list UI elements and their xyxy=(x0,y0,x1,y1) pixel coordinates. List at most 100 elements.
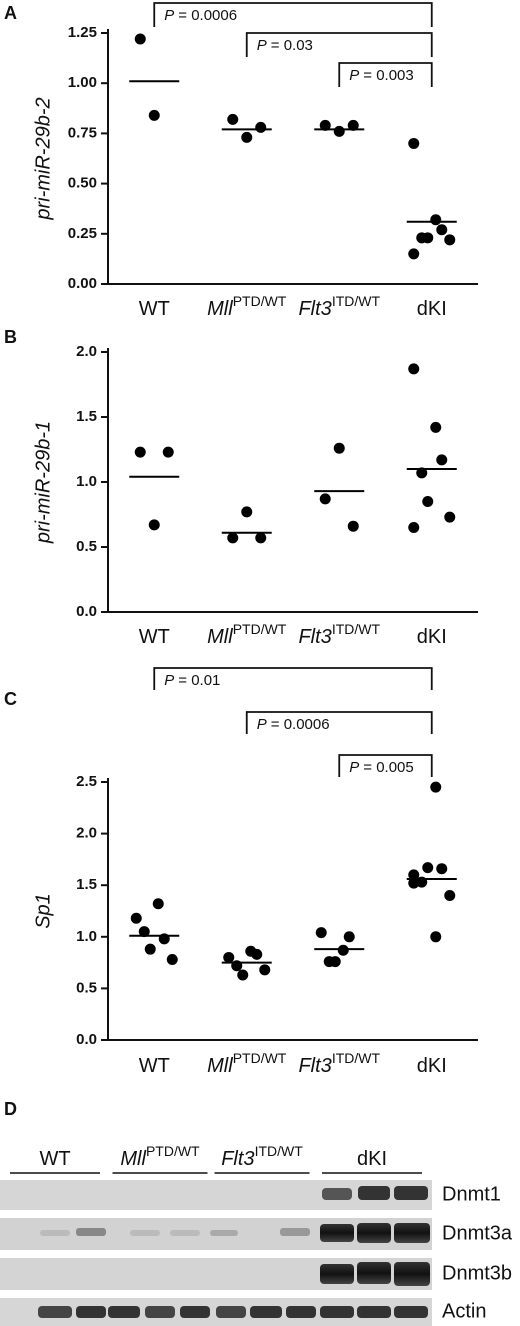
category-label: Flt3ITD/WT xyxy=(221,1143,303,1171)
y-tick-label: 2.5 xyxy=(76,773,97,790)
data-point xyxy=(430,421,442,433)
data-point xyxy=(436,863,448,875)
data-point xyxy=(241,506,253,518)
band-label: Dnmt3a xyxy=(442,1222,513,1244)
label-part: = 0.003 xyxy=(363,67,413,84)
data-point xyxy=(162,446,174,458)
label-part: PTD/WT xyxy=(233,293,287,309)
panel-letter: C xyxy=(4,689,17,709)
label-part: WT xyxy=(139,626,170,648)
y-tick-label: 0.00 xyxy=(68,275,97,292)
label-part: P xyxy=(164,672,174,689)
label-part: dKI xyxy=(357,1148,387,1170)
label-part: ITD/WT xyxy=(332,621,381,637)
data-point xyxy=(444,890,456,902)
data-point xyxy=(259,964,271,976)
category-label: WT xyxy=(139,298,170,320)
data-point xyxy=(408,248,420,260)
y-tick-label: 0.75 xyxy=(68,124,97,141)
data-point xyxy=(444,234,456,246)
data-point xyxy=(134,33,146,45)
label-part: Mll xyxy=(207,1055,233,1077)
y-tick-label: 0.5 xyxy=(76,979,97,996)
label-part: P xyxy=(257,716,267,733)
y-tick-label: 2.0 xyxy=(76,825,97,842)
significance-bracket xyxy=(338,754,433,777)
label-part: = 0.0006 xyxy=(271,716,330,733)
data-point xyxy=(319,493,331,505)
y-tick-label: 0.25 xyxy=(68,225,97,242)
band-label: Actin xyxy=(442,1300,486,1322)
data-point xyxy=(337,944,349,956)
data-point xyxy=(430,781,442,793)
data-point xyxy=(152,898,164,910)
y-tick-label: 1.0 xyxy=(76,928,97,945)
p-value: P = 0.003 xyxy=(349,67,413,84)
data-point xyxy=(255,121,267,133)
label-part: = 0.03 xyxy=(271,37,313,54)
data-point xyxy=(333,442,345,454)
data-point xyxy=(408,137,420,149)
label-part: WT xyxy=(39,1148,70,1170)
label-part: Mll xyxy=(207,298,233,320)
y-tick-label: 1.25 xyxy=(68,24,97,41)
label-part: dKI xyxy=(417,298,447,320)
label-part: = 0.01 xyxy=(178,672,220,689)
y-tick-label: 1.5 xyxy=(76,408,97,425)
p-value: P = 0.0006 xyxy=(164,7,237,24)
label-part: Flt3 xyxy=(298,298,331,320)
data-point xyxy=(333,125,345,137)
data-point xyxy=(408,363,420,375)
category-label: Flt3ITD/WT xyxy=(298,293,380,321)
data-point xyxy=(436,224,448,236)
y-tick-label: 0.5 xyxy=(76,538,97,555)
data-point xyxy=(144,943,156,955)
data-point xyxy=(422,862,434,874)
panel-letter: A xyxy=(4,3,17,23)
label-part: = 0.0006 xyxy=(178,7,237,24)
data-point xyxy=(227,113,239,125)
significance-bracket xyxy=(153,667,433,690)
panel-letter: B xyxy=(4,327,17,347)
label-part: = 0.005 xyxy=(363,759,413,776)
band-label: Dnmt1 xyxy=(442,1183,501,1205)
category-label: Flt3ITD/WT xyxy=(298,621,380,649)
p-value: P = 0.03 xyxy=(257,37,313,54)
label-part: WT xyxy=(139,1055,170,1077)
data-point xyxy=(319,119,331,131)
significance-bracket xyxy=(245,32,433,57)
y-axis-label: pri-miR-29b-1 xyxy=(32,421,54,544)
data-point xyxy=(315,927,327,939)
category-label: MllPTD/WT xyxy=(120,1143,200,1171)
label-part: PTD/WT xyxy=(233,621,287,637)
category-label: MllPTD/WT xyxy=(207,621,287,649)
data-point xyxy=(430,931,442,943)
y-tick-label: 0.50 xyxy=(68,175,97,192)
label-part: dKI xyxy=(417,626,447,648)
panel-letter: D xyxy=(4,1099,17,1119)
category-label: dKI xyxy=(417,626,447,648)
label-part: ITD/WT xyxy=(255,1143,304,1159)
category-label: dKI xyxy=(417,298,447,320)
label-part: Flt3 xyxy=(221,1148,254,1170)
data-point xyxy=(251,948,263,960)
p-value: P = 0.01 xyxy=(164,672,220,689)
label-part: P xyxy=(257,37,267,54)
data-point xyxy=(138,926,150,938)
data-point xyxy=(416,467,428,479)
y-tick-label: 2.0 xyxy=(76,343,97,360)
data-point xyxy=(347,119,359,131)
blot-image xyxy=(0,1180,432,1326)
data-point xyxy=(237,969,249,981)
data-point xyxy=(241,131,253,143)
data-point xyxy=(408,522,420,533)
y-tick-label: 1.0 xyxy=(76,473,97,490)
data-point xyxy=(227,532,239,544)
y-tick-label: 1.00 xyxy=(68,74,97,91)
label-part: Flt3 xyxy=(298,626,331,648)
category-label: WT xyxy=(139,626,170,648)
category-label: dKI xyxy=(357,1148,387,1170)
significance-bracket xyxy=(153,2,433,27)
data-point xyxy=(408,869,420,881)
